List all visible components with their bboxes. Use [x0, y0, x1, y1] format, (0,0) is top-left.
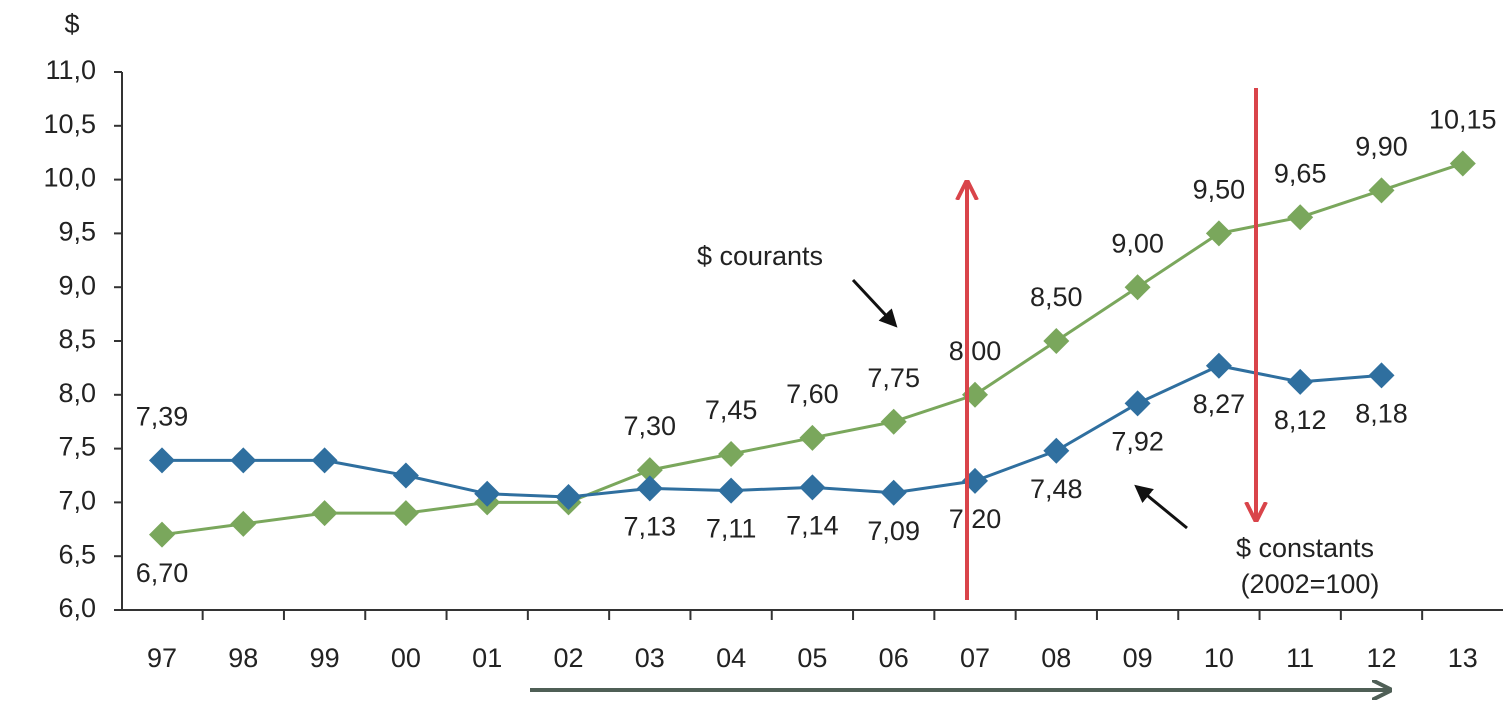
- y-tick-label: 9,0: [58, 270, 96, 300]
- data-label: 8,12: [1274, 405, 1327, 435]
- data-label: 6,70: [136, 558, 189, 588]
- x-tick-label: 10: [1204, 643, 1234, 673]
- y-tick-label: 8,5: [58, 324, 96, 354]
- y-tick-label: 7,0: [58, 486, 96, 516]
- series-line: [162, 364, 1382, 499]
- data-label: 10,15: [1429, 105, 1497, 135]
- data-label: 7,20: [949, 504, 1002, 534]
- x-tick-label: 07: [960, 643, 990, 673]
- marker: [149, 447, 175, 474]
- y-tick-label: 8,0: [58, 378, 96, 408]
- x-tick-label: 06: [879, 643, 909, 673]
- marker: [880, 479, 907, 506]
- annotation-arrow: [1134, 484, 1188, 530]
- data-label: 8,27: [1193, 389, 1246, 419]
- marker: [1205, 352, 1232, 379]
- y-tick-label: 7,5: [58, 432, 96, 462]
- x-tick-label: 98: [228, 643, 258, 673]
- marker: [149, 521, 175, 548]
- marker: [799, 474, 826, 501]
- data-label: 9,50: [1193, 175, 1246, 205]
- annotation-arrow: [851, 278, 898, 328]
- marker: [474, 480, 501, 507]
- marker: [1287, 204, 1314, 231]
- marker: [1043, 437, 1070, 464]
- y-tick-label: 11,0: [45, 55, 96, 85]
- y-tick-label: 10,0: [43, 163, 96, 193]
- data-label: 7,30: [624, 411, 677, 441]
- x-tick-label: 13: [1448, 643, 1478, 673]
- data-label: 9,65: [1274, 158, 1327, 188]
- marker: [1043, 328, 1070, 354]
- data-label: 9,90: [1355, 131, 1408, 161]
- data-label: 8,50: [1030, 282, 1083, 312]
- x-tick-label: 04: [716, 643, 746, 673]
- marker: [1368, 177, 1395, 204]
- data-label: 8,00: [949, 336, 1002, 366]
- marker: [555, 484, 582, 511]
- annotation: (2002=100): [1241, 569, 1380, 599]
- y-tick-label: 6,5: [58, 539, 96, 569]
- annotation: $ courants: [697, 241, 823, 271]
- x-tick-label: 00: [391, 643, 421, 673]
- marker: [636, 457, 663, 484]
- marker: [718, 477, 745, 504]
- marker: [718, 440, 745, 467]
- marker: [1287, 368, 1314, 395]
- x-tick-label: 97: [147, 643, 177, 673]
- marker: [1368, 362, 1395, 389]
- marker: [230, 447, 257, 474]
- data-label: 7,39: [136, 402, 189, 432]
- marker: [311, 500, 338, 527]
- marker: [230, 510, 257, 537]
- marker: [636, 475, 663, 502]
- x-tick-label: 05: [797, 643, 827, 673]
- data-label: 7,92: [1111, 427, 1164, 457]
- x-tick-label: 01: [472, 643, 502, 673]
- y-axis-label: $: [64, 9, 79, 39]
- marker: [392, 462, 419, 489]
- marker: [1205, 220, 1232, 247]
- marker: [392, 500, 419, 527]
- y-tick-label: 6,0: [58, 593, 96, 623]
- data-label: 7,45: [705, 395, 758, 425]
- x-tick-label: 03: [635, 643, 665, 673]
- annotation: $ constants: [1236, 533, 1374, 563]
- x-tick-label: 08: [1041, 643, 1071, 673]
- y-tick-label: 9,5: [58, 217, 96, 247]
- data-label: 7,11: [706, 514, 757, 544]
- data-label: 7,14: [786, 510, 839, 540]
- data-label: 7,48: [1030, 474, 1083, 504]
- y-tick-label: 10,5: [43, 109, 96, 139]
- data-label: 8,18: [1355, 399, 1408, 429]
- data-label: 9,00: [1111, 228, 1164, 258]
- marker: [1124, 274, 1151, 301]
- x-tick-label: 11: [1286, 643, 1314, 673]
- marker: [799, 424, 826, 451]
- x-tick-label: 09: [1123, 643, 1153, 673]
- marker: [1449, 150, 1476, 177]
- marker: [311, 447, 338, 474]
- data-label: 7,75: [867, 363, 920, 393]
- marker: [880, 408, 907, 435]
- data-label: 7,60: [786, 379, 839, 409]
- x-tick-label: 12: [1366, 643, 1396, 673]
- marker: [1124, 390, 1151, 417]
- x-tick-label: 99: [310, 643, 340, 673]
- data-label: 7,09: [867, 516, 920, 546]
- data-label: 7,13: [624, 512, 677, 542]
- x-tick-label: 02: [553, 643, 583, 673]
